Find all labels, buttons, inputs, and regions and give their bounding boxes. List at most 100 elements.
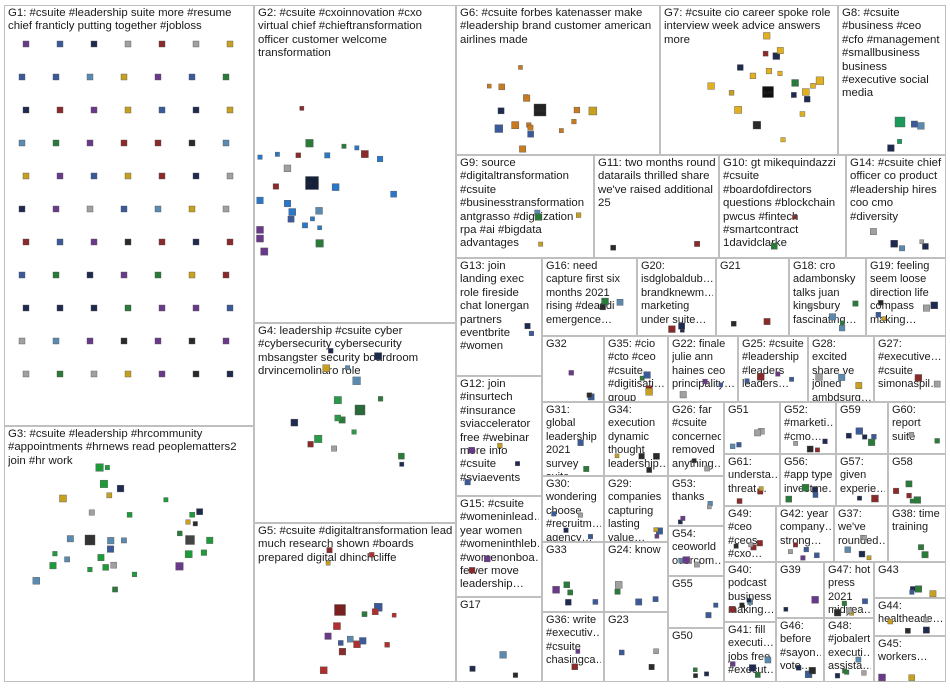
g3b-node — [192, 521, 198, 527]
hub-label-g6: forbes — [534, 108, 545, 113]
g59-node — [868, 438, 876, 446]
g4-node — [374, 352, 382, 360]
g1-node — [222, 73, 230, 81]
g5-node — [338, 640, 344, 646]
g3-node — [64, 556, 70, 563]
g7-node — [810, 83, 816, 89]
g3-node — [59, 494, 67, 503]
g1-node — [154, 271, 162, 279]
g6-node — [519, 145, 526, 153]
g2-node — [299, 106, 305, 111]
g5-node — [384, 642, 390, 648]
g7-node — [815, 76, 824, 85]
g1-node — [226, 40, 234, 48]
g44-node — [923, 616, 929, 623]
g32-node — [586, 392, 592, 398]
g5-node — [361, 611, 368, 617]
g48-node — [861, 670, 867, 676]
g47-node — [834, 609, 842, 617]
g36-node — [571, 663, 578, 670]
g1-node — [52, 73, 60, 81]
g1-node — [124, 238, 132, 246]
g3-node — [97, 554, 105, 561]
g39-node — [811, 596, 819, 604]
g43-node — [909, 589, 915, 595]
g1-node — [86, 205, 94, 213]
g21-node — [763, 318, 771, 325]
g37-node — [844, 546, 851, 553]
g31-node — [583, 465, 590, 472]
g1-node — [222, 139, 230, 147]
group-cell-g21: G21 — [716, 258, 789, 336]
g27-node — [933, 380, 941, 388]
g34-node — [638, 453, 645, 460]
g4-node — [314, 434, 323, 443]
g3-node — [107, 537, 115, 545]
g1-node — [90, 238, 98, 246]
g5-node — [371, 608, 379, 616]
g3-node — [107, 545, 115, 553]
g6-node — [487, 83, 492, 89]
g27-node — [914, 374, 923, 382]
g18-node — [839, 320, 845, 326]
g1-node — [120, 139, 128, 147]
g16-node — [616, 299, 624, 306]
g57-node — [871, 494, 879, 503]
g1-node — [124, 370, 132, 378]
g2-node — [305, 139, 314, 148]
g1-node — [158, 172, 166, 180]
g58-node — [906, 492, 912, 499]
g25-node — [775, 371, 781, 377]
g1-node — [158, 106, 166, 114]
g3-node — [95, 463, 104, 472]
g1-node — [18, 73, 26, 81]
g3-node — [32, 577, 40, 585]
g1-node — [22, 370, 30, 378]
g3-node — [87, 567, 93, 573]
g6-node — [559, 128, 564, 133]
g59-node — [846, 432, 852, 439]
g1-node — [222, 337, 230, 345]
g1-node — [226, 172, 234, 180]
g1-node — [158, 40, 166, 48]
g1-node — [86, 337, 94, 345]
g42-node — [793, 542, 798, 548]
group-cell-g50: G50 — [668, 628, 724, 682]
g4-node — [334, 414, 341, 422]
g44-node — [887, 618, 893, 625]
g1-node — [192, 40, 200, 48]
g42-node — [803, 547, 809, 553]
g45-node — [878, 673, 886, 682]
g9-node — [534, 213, 542, 221]
g4-node — [352, 376, 361, 385]
g2-node — [256, 196, 264, 204]
g1-node — [90, 40, 98, 48]
g38-node — [918, 544, 924, 551]
g3b-node — [200, 549, 207, 556]
g26-node — [691, 458, 697, 464]
g1-node — [22, 106, 30, 114]
g3-node — [49, 562, 57, 570]
g1-node — [18, 337, 26, 345]
g3-node — [106, 492, 113, 499]
g16-node — [599, 304, 606, 311]
g41-node — [754, 672, 761, 678]
g22-node — [679, 391, 687, 399]
g58-node — [905, 480, 913, 488]
g61-node — [758, 486, 764, 491]
g14-node — [870, 228, 877, 235]
g46-node — [808, 667, 816, 675]
g31-node — [577, 439, 584, 446]
g5-node — [324, 632, 332, 640]
g1-node — [124, 304, 132, 312]
g9-node — [575, 212, 582, 218]
g2-node — [354, 145, 360, 151]
g4-node — [290, 418, 299, 427]
g6-node — [518, 65, 523, 70]
g41-node — [749, 664, 757, 672]
g6-node — [497, 107, 505, 115]
g4-node — [331, 445, 337, 452]
g1-node — [124, 40, 132, 48]
g14-node — [919, 239, 924, 244]
